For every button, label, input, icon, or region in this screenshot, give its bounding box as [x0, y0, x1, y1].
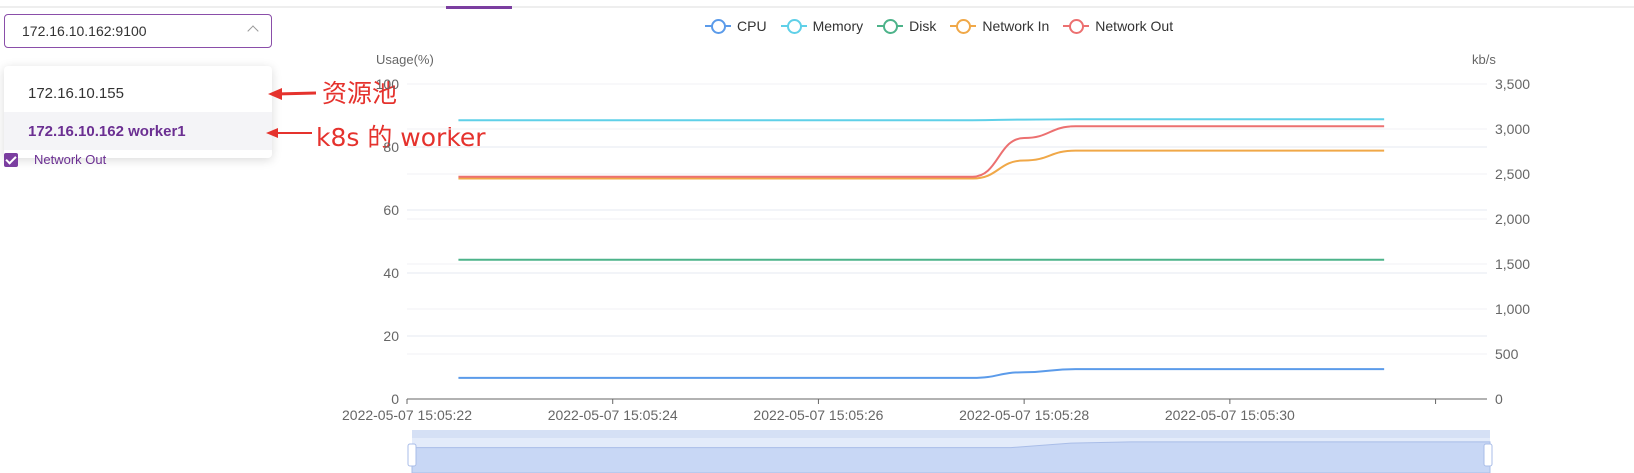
checkbox-label: Network Out — [34, 152, 107, 167]
y-right-tick-label: 2,000 — [1495, 211, 1530, 227]
x-tick-label: 2022-05-07 15:05:30 — [1165, 407, 1295, 423]
x-tick-label: 2022-05-07 15:05:28 — [959, 407, 1089, 423]
chart-series — [458, 118, 1385, 379]
y-left-tick-label: 60 — [383, 202, 399, 218]
y-left-tick-label: 20 — [383, 328, 399, 344]
legend-item-disk[interactable]: Disk — [877, 18, 936, 34]
y-right-tick-label: 3,500 — [1495, 76, 1530, 92]
legend-label: CPU — [737, 18, 767, 34]
y-right-tick-label: 500 — [1495, 346, 1519, 362]
legend-item-network-in[interactable]: Network In — [950, 18, 1049, 34]
y-left-tick-label: 0 — [391, 391, 399, 407]
y-left-tick-label: 80 — [383, 139, 399, 155]
series-line-memory — [458, 118, 1385, 122]
data-zoom-right-handle[interactable] — [1483, 443, 1493, 467]
x-tick-label: 2022-05-07 15:05:22 — [342, 407, 472, 423]
legend-item-network-out[interactable]: Network Out — [1063, 18, 1173, 34]
legend-label: Memory — [812, 18, 864, 34]
dropdown-option-selected[interactable]: 172.16.10.162 worker1 — [4, 112, 272, 150]
dropdown-option[interactable]: 172.16.10.155 — [28, 84, 124, 102]
annotation-resource-pool: 资源池 — [322, 79, 398, 108]
checkbox-checked-icon[interactable] — [4, 152, 18, 167]
data-zoom-preview — [411, 441, 1491, 473]
legend-item-memory[interactable]: Memory — [780, 18, 864, 34]
legend-marker-icon — [950, 19, 977, 34]
data-zoom-left-handle[interactable] — [407, 443, 417, 467]
legend-label: Disk — [909, 18, 937, 34]
y-left-axis-title: Usage(%) — [376, 52, 434, 67]
instance-select[interactable]: 172.16.10.162:9100 — [4, 14, 272, 48]
series-line-network-out — [458, 125, 1385, 178]
y-right-tick-label: 1,500 — [1495, 256, 1530, 272]
y-right-tick-label: 0 — [1495, 391, 1503, 407]
y-right-tick-labels: 0 500 1,000 1,500 2,000 2,500 3,000 3,500 — [1495, 76, 1530, 407]
instance-select-value: 172.16.10.162:9100 — [22, 23, 147, 39]
instance-dropdown: 172.16.10.155 172.16.10.162 worker1 — [4, 66, 272, 158]
chart-grid — [407, 83, 1487, 355]
x-axis: 2022-05-07 15:05:22 2022-05-07 15:05:24 20… — [342, 398, 1487, 423]
series-line-cpu — [458, 368, 1385, 379]
top-tab-divider — [0, 6, 1634, 8]
x-tick-label: 2022-05-07 15:05:24 — [548, 407, 678, 423]
y-right-tick-label: 1,000 — [1495, 301, 1530, 317]
legend-marker-icon — [1063, 19, 1090, 34]
legend-label: Network Out — [1095, 18, 1174, 34]
legend-marker-icon — [705, 19, 731, 34]
y-right-tick-label: 3,000 — [1495, 121, 1530, 137]
x-tick-label: 2022-05-07 15:05:26 — [753, 407, 883, 423]
series-line-network-in — [458, 149, 1385, 180]
legend-marker-icon — [780, 19, 807, 34]
y-left-tick-labels: 0 20 40 60 80 100 — [376, 76, 400, 407]
legend-item-cpu[interactable]: CPU — [705, 18, 767, 34]
legend-marker-icon — [877, 19, 904, 34]
y-right-axis-title: kb/s — [1472, 52, 1496, 67]
y-left-tick-label: 100 — [376, 76, 400, 92]
legend-label: Network In — [982, 18, 1050, 34]
y-right-tick-label: 2,500 — [1495, 166, 1530, 182]
data-zoom-slider[interactable] — [407, 430, 1493, 473]
network-out-checkbox-row[interactable]: Network Out — [4, 152, 106, 167]
y-left-tick-label: 40 — [383, 265, 399, 281]
active-tab-indicator — [446, 6, 512, 9]
data-zoom-top-bar — [412, 430, 1490, 438]
chart-legend: CPU Memory Disk Network In Network Out — [705, 18, 1187, 34]
